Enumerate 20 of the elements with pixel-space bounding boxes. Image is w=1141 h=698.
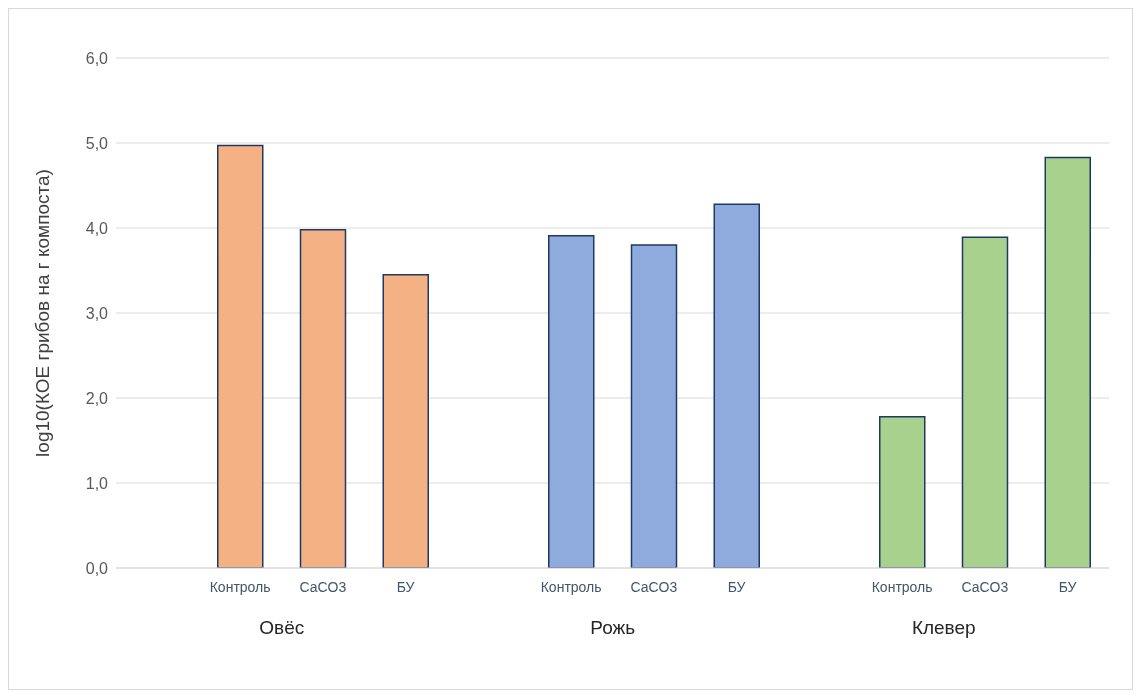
x-tick-label: CaCO3 — [961, 579, 1009, 595]
y-tick-label: 2,0 — [85, 389, 109, 407]
x-tick-label: Контроль — [871, 579, 933, 595]
x-tick-label: БУ — [727, 579, 746, 595]
text: Овёс — [259, 617, 305, 638]
text: Рожь — [590, 617, 636, 638]
y-tick-label: 0,0 — [85, 559, 109, 577]
y-tick-label: 1,0 — [85, 474, 109, 492]
y-tick-label: 6,0 — [85, 49, 109, 67]
x-tick-label: Контроль — [209, 579, 271, 595]
x-tick-label: CaCO3 — [630, 579, 678, 595]
y-tick-label: 3,0 — [85, 304, 109, 322]
x-tick-label: CaCO3 — [299, 579, 347, 595]
text: Клевер — [911, 617, 976, 638]
x-tick-label: БУ — [396, 579, 415, 595]
y-axis-title: log10(КОЕ грибов на г компоста) — [31, 169, 53, 457]
y-tick-label: 5,0 — [85, 134, 109, 152]
x-tick-label: Контроль — [540, 579, 602, 595]
y-tick-label: 4,0 — [85, 219, 109, 237]
x-tick-label: БУ — [1058, 579, 1077, 595]
